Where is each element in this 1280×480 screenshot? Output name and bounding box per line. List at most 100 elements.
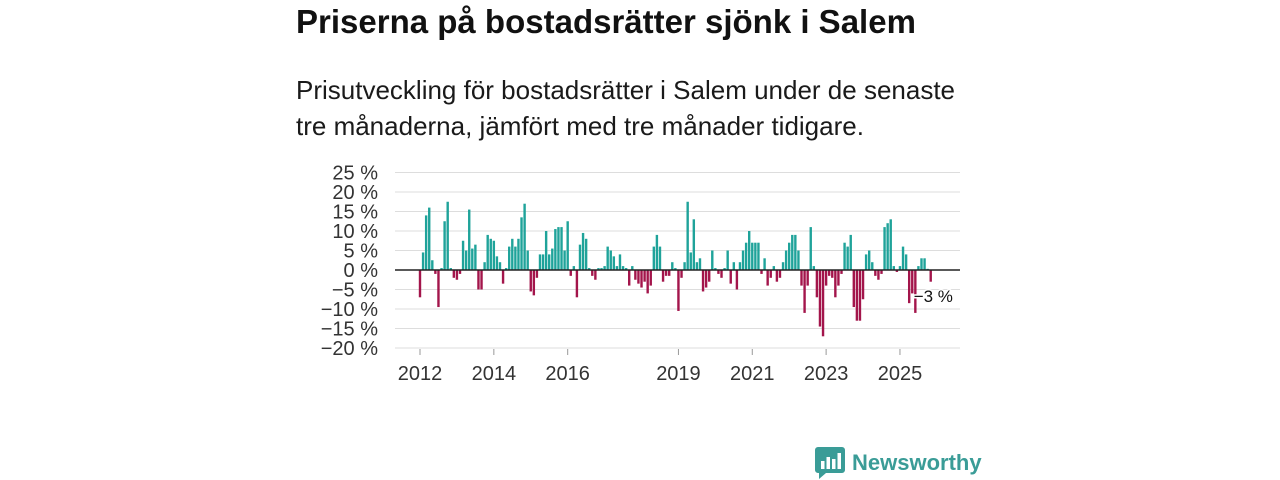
bar: [791, 234, 794, 270]
bar: [578, 244, 582, 270]
bar: [461, 240, 465, 270]
x-tick-label: 2014: [472, 363, 516, 385]
bar: [677, 270, 680, 311]
bar: [615, 266, 619, 270]
bar: [483, 262, 486, 270]
bar: [914, 270, 917, 313]
bar: [631, 266, 634, 270]
bar: [917, 266, 920, 270]
bar: [514, 246, 517, 270]
bar: [735, 270, 739, 290]
logo-text: Newsworthy: [852, 450, 982, 475]
bar: [612, 256, 616, 270]
bar: [858, 270, 862, 321]
bar: [760, 270, 763, 274]
bar: [437, 270, 440, 308]
bar: [501, 270, 505, 284]
bar: [474, 244, 477, 270]
bar: [618, 254, 622, 270]
bar: [815, 270, 819, 298]
bar: [591, 270, 594, 276]
bar: [907, 270, 911, 304]
bar: [683, 262, 686, 270]
bar: [901, 246, 905, 270]
bar: [861, 270, 865, 300]
bar: [554, 229, 557, 270]
bar: [911, 270, 914, 294]
bar: [658, 246, 662, 270]
bar: [929, 270, 932, 282]
y-tick-label: 10 %: [332, 221, 378, 243]
bar: [763, 258, 766, 270]
x-tick-label: 2023: [804, 363, 849, 385]
bar: [898, 266, 902, 270]
bar: [849, 234, 852, 270]
bar: [803, 270, 806, 313]
bar: [572, 266, 576, 270]
bar: [624, 268, 628, 270]
bar: [498, 262, 502, 270]
bar: [471, 248, 474, 270]
bar: [597, 268, 600, 270]
x-tick-label: 2016: [545, 363, 590, 385]
bar: [692, 219, 696, 270]
y-tick-label: 25 %: [332, 163, 378, 185]
newsworthy-logo-icon: [815, 447, 845, 479]
bar: [643, 270, 646, 282]
bar: [920, 258, 923, 270]
chart-subtitle: Prisutveckling för bostadsrätter i Salem…: [296, 75, 956, 141]
bar: [720, 270, 723, 278]
bar: [606, 246, 609, 270]
bar: [788, 242, 791, 270]
bar: [837, 270, 840, 286]
bar: [723, 268, 726, 270]
bar: [732, 262, 736, 270]
bar: [588, 268, 591, 270]
bar: [603, 266, 606, 270]
bar: [904, 254, 908, 270]
bar: [621, 266, 625, 270]
bar: [674, 268, 677, 270]
bar: [418, 270, 422, 298]
bar: [628, 270, 631, 286]
bar: [569, 270, 572, 276]
bar: [646, 270, 649, 294]
y-tick-label: 15 %: [332, 202, 378, 224]
bar: [871, 262, 874, 270]
bar: [864, 254, 868, 270]
bar: [495, 256, 499, 270]
bar: [794, 234, 797, 270]
bar: [434, 270, 437, 274]
bar: [828, 270, 831, 276]
bar: [840, 270, 843, 274]
bar: [594, 270, 597, 280]
bar: [428, 207, 431, 270]
x-tick-label: 2021: [730, 363, 775, 385]
bar: [634, 270, 637, 280]
bar: [852, 270, 856, 308]
bar: [584, 238, 588, 270]
bar: [769, 270, 772, 278]
bar: [541, 254, 545, 270]
bar: [754, 242, 757, 270]
bar: [741, 250, 745, 270]
bar: [464, 250, 468, 270]
y-tick-label: 20 %: [332, 182, 378, 204]
bar: [886, 223, 889, 270]
bar: [831, 270, 834, 278]
bar: [446, 201, 449, 270]
bar: [772, 266, 776, 270]
bar: [846, 246, 849, 270]
bar: [581, 232, 585, 270]
bar: [701, 270, 705, 292]
bar: [778, 270, 782, 278]
bar: [664, 270, 668, 276]
bar: [649, 270, 652, 286]
bar: [704, 270, 708, 288]
bar: [508, 246, 511, 270]
bar: [812, 266, 816, 270]
bar: [695, 262, 699, 270]
bar: [468, 209, 471, 270]
y-tick-label: −20 %: [321, 338, 378, 360]
y-tick-label: 0 %: [344, 260, 379, 282]
